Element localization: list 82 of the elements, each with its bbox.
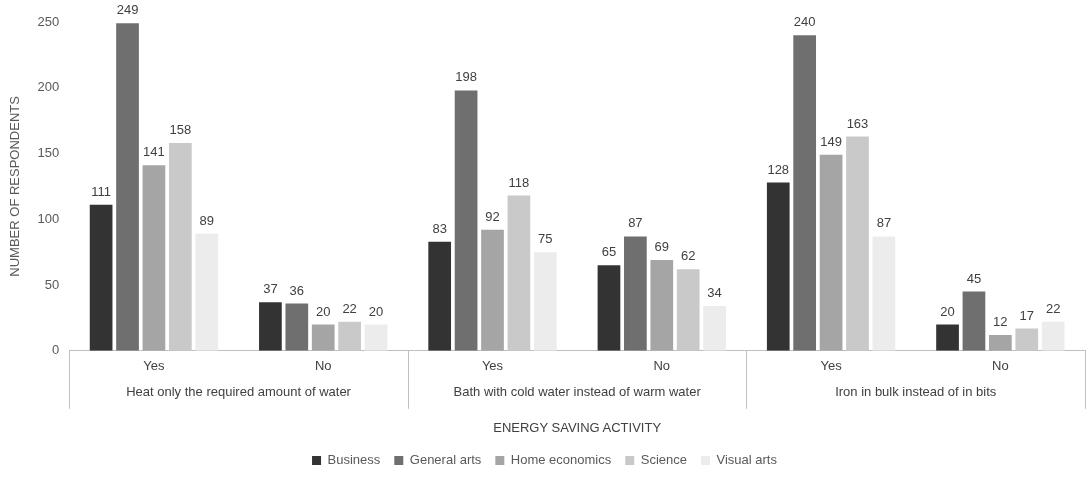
text: Bath with cold water instead of warm water xyxy=(453,384,702,400)
bar xyxy=(989,335,1012,351)
bar xyxy=(819,154,843,351)
data-label: 141 xyxy=(143,144,165,160)
bar xyxy=(285,303,309,351)
data-label: 20 xyxy=(940,303,955,319)
data-label: 249 xyxy=(116,2,139,18)
bar xyxy=(624,236,647,351)
data-label: 240 xyxy=(793,14,816,30)
bar xyxy=(195,233,219,351)
bar xyxy=(962,291,986,351)
bar xyxy=(168,143,192,351)
y-axis-title: NUMBER OF RESPONDENTS xyxy=(7,95,23,277)
bar xyxy=(533,252,557,351)
y-tick-label: 0 xyxy=(52,342,60,358)
data-label: 87 xyxy=(628,215,643,231)
bar xyxy=(259,302,282,351)
data-label: 62 xyxy=(680,248,696,264)
data-label: 158 xyxy=(169,122,192,138)
data-label: 22 xyxy=(342,300,357,316)
bar xyxy=(338,321,361,351)
bar xyxy=(1015,328,1039,351)
bar xyxy=(936,324,959,351)
y-tick-label: 50 xyxy=(44,276,60,292)
data-label: 65 xyxy=(601,244,617,260)
bar xyxy=(766,182,790,351)
data-label: 36 xyxy=(289,282,305,298)
data-label: 20 xyxy=(368,303,384,319)
data-label: 69 xyxy=(654,239,670,255)
bar xyxy=(89,204,113,351)
text: Heat only the required amount of water xyxy=(126,384,352,400)
bar xyxy=(311,324,335,351)
data-label: 149 xyxy=(820,133,842,149)
y-tick-label: 250 xyxy=(37,13,60,29)
bar xyxy=(364,324,388,351)
bar xyxy=(454,90,478,351)
y-tick-label: 200 xyxy=(37,79,60,95)
data-label: 118 xyxy=(508,174,530,190)
bar xyxy=(116,23,139,351)
bar xyxy=(793,35,817,351)
bar xyxy=(481,229,504,351)
bar xyxy=(1041,321,1065,351)
legend-label: Science xyxy=(640,452,687,468)
legend-label: Business xyxy=(327,452,381,468)
data-label: 20 xyxy=(315,303,331,319)
y-tick-label: 150 xyxy=(37,145,60,161)
bar xyxy=(507,195,531,351)
x-tick-label: Yes xyxy=(143,358,166,374)
data-label: 45 xyxy=(966,270,982,286)
data-label: 198 xyxy=(455,69,477,85)
data-label: 75 xyxy=(538,231,553,247)
bar xyxy=(846,136,869,351)
data-label: 37 xyxy=(263,281,278,297)
bar xyxy=(703,306,726,351)
legend-label: Visual arts xyxy=(716,452,778,468)
data-label: 89 xyxy=(199,212,214,228)
legend-label: General arts xyxy=(409,452,482,468)
x-tick-label: No xyxy=(653,358,671,374)
data-label: 92 xyxy=(485,208,500,224)
bar xyxy=(872,236,896,351)
data-label: 87 xyxy=(876,215,892,231)
bar xyxy=(650,260,674,351)
bar xyxy=(597,265,621,351)
data-label: 83 xyxy=(432,220,447,236)
x-tick-label: No xyxy=(992,358,1009,374)
y-tick-label: 100 xyxy=(37,210,60,226)
text: Iron in bulk instead of in bits xyxy=(835,384,997,400)
bar xyxy=(142,165,166,351)
data-label: 163 xyxy=(846,115,869,131)
data-label: 34 xyxy=(707,285,722,301)
bar xyxy=(676,269,700,351)
legend-label: Home economics xyxy=(510,452,612,468)
x-tick-label: Yes xyxy=(481,358,504,374)
bar xyxy=(428,241,452,351)
data-label: 128 xyxy=(767,161,790,177)
x-axis-title: ENERGY SAVING ACTIVITY xyxy=(493,419,662,435)
x-tick-label: Yes xyxy=(820,358,843,374)
data-label: 12 xyxy=(993,314,1008,330)
data-label: 22 xyxy=(1045,300,1061,316)
data-label: 111 xyxy=(91,183,111,199)
data-label: 17 xyxy=(1019,307,1034,323)
x-tick-label: No xyxy=(314,358,332,374)
